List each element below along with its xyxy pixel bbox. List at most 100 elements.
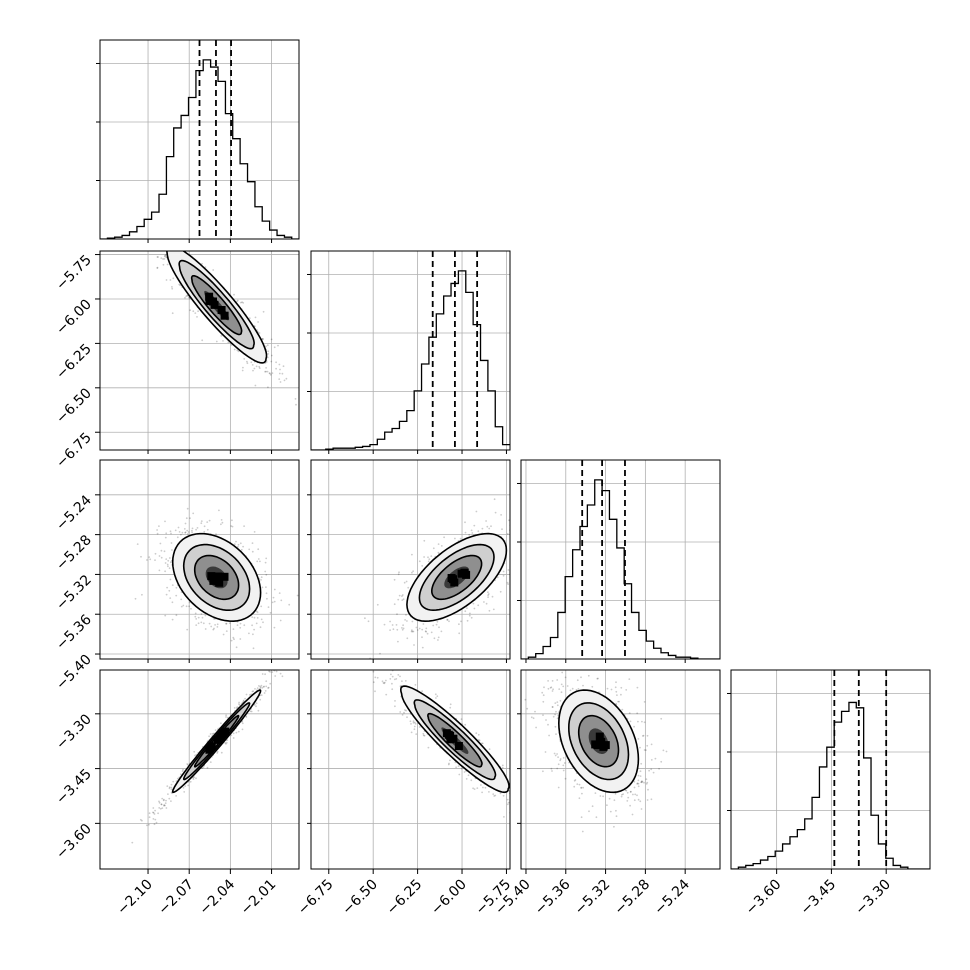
sample-point bbox=[265, 586, 267, 588]
sample-point bbox=[402, 624, 404, 627]
sample-point bbox=[556, 767, 559, 770]
panel-frame bbox=[310, 250, 511, 451]
sample-point bbox=[502, 574, 505, 577]
sample-point bbox=[430, 555, 433, 557]
sample-point bbox=[251, 550, 254, 553]
sample-point bbox=[506, 803, 509, 806]
sample-point bbox=[165, 279, 168, 281]
sample-point bbox=[258, 365, 261, 368]
sample-point bbox=[614, 793, 617, 795]
sample-point bbox=[454, 537, 456, 540]
sample-point bbox=[468, 533, 471, 536]
sample-point bbox=[516, 797, 518, 799]
sample-point bbox=[163, 550, 166, 553]
sample-point bbox=[180, 533, 182, 536]
sample-point bbox=[265, 592, 268, 595]
sample-point bbox=[615, 815, 618, 818]
sample-point bbox=[251, 690, 254, 693]
sample-point bbox=[477, 604, 480, 607]
sample-point bbox=[232, 636, 235, 639]
sample-point bbox=[261, 586, 264, 589]
sample-point bbox=[163, 258, 166, 260]
sample-point bbox=[222, 633, 225, 636]
sample-point bbox=[507, 583, 509, 585]
sample-point bbox=[236, 706, 239, 708]
sample-point bbox=[460, 620, 462, 623]
sample-point bbox=[393, 578, 396, 581]
sample-point bbox=[162, 258, 164, 260]
sample-point bbox=[235, 646, 238, 649]
sample-point bbox=[615, 809, 617, 812]
sample-point bbox=[246, 360, 248, 363]
sample-point bbox=[258, 685, 260, 687]
sample-point bbox=[636, 782, 639, 785]
sample-point bbox=[257, 558, 260, 560]
sample-point bbox=[172, 780, 175, 783]
sample-point bbox=[279, 381, 282, 383]
sample-point bbox=[149, 244, 151, 246]
sample-point bbox=[637, 774, 640, 777]
sample-point bbox=[239, 626, 242, 629]
sample-point bbox=[282, 668, 284, 670]
sample-point bbox=[186, 243, 188, 245]
sample-point bbox=[171, 618, 174, 621]
sample-point bbox=[261, 338, 264, 341]
sample-point bbox=[186, 763, 189, 765]
sample-point bbox=[187, 784, 190, 787]
sample-point bbox=[185, 295, 188, 298]
sample-point bbox=[230, 525, 233, 527]
sample-point bbox=[261, 687, 264, 689]
sample-point bbox=[160, 803, 163, 806]
sample-point bbox=[403, 581, 406, 584]
sample-point bbox=[162, 263, 165, 266]
sample-point bbox=[513, 822, 515, 824]
density-pixel bbox=[205, 745, 214, 754]
sample-point bbox=[157, 812, 160, 815]
sample-point bbox=[159, 542, 162, 545]
sample-point bbox=[222, 340, 224, 342]
sample-point bbox=[197, 616, 200, 619]
sample-point bbox=[156, 248, 158, 250]
sample-point bbox=[613, 825, 615, 828]
sample-point bbox=[415, 626, 418, 629]
sample-point bbox=[492, 608, 495, 611]
sample-point bbox=[162, 246, 164, 248]
joint-panel-0-1 bbox=[99, 243, 300, 451]
sample-point bbox=[547, 723, 549, 726]
sample-point bbox=[184, 785, 187, 787]
sample-point bbox=[295, 403, 297, 406]
density-pixel bbox=[220, 311, 229, 320]
sample-point bbox=[455, 766, 457, 769]
sample-point bbox=[643, 749, 646, 751]
sample-point bbox=[255, 622, 258, 625]
sample-point bbox=[256, 617, 259, 619]
sample-point bbox=[458, 623, 460, 626]
sample-point bbox=[252, 690, 255, 692]
sample-point bbox=[226, 739, 229, 741]
sample-point bbox=[146, 824, 148, 827]
sample-point bbox=[251, 542, 254, 544]
sample-point bbox=[171, 549, 173, 551]
sample-point bbox=[427, 746, 430, 749]
sample-point bbox=[192, 778, 195, 780]
sample-point bbox=[200, 520, 203, 522]
sample-point bbox=[405, 580, 408, 583]
sample-point bbox=[558, 688, 561, 690]
sample-point bbox=[423, 734, 426, 737]
sample-point bbox=[645, 778, 648, 781]
sample-point bbox=[161, 797, 164, 800]
sample-point bbox=[640, 762, 643, 765]
sample-point bbox=[245, 716, 248, 718]
histogram-step bbox=[521, 479, 720, 659]
sample-point bbox=[379, 652, 381, 655]
sample-point bbox=[541, 691, 544, 694]
sample-point bbox=[513, 790, 515, 792]
sample-point bbox=[637, 738, 640, 740]
contour-line bbox=[171, 689, 262, 794]
sample-point bbox=[396, 628, 399, 631]
sample-point bbox=[243, 624, 246, 627]
sample-point bbox=[594, 792, 597, 794]
sample-point bbox=[471, 532, 474, 534]
sample-point bbox=[477, 739, 480, 741]
contour-line bbox=[171, 532, 262, 623]
